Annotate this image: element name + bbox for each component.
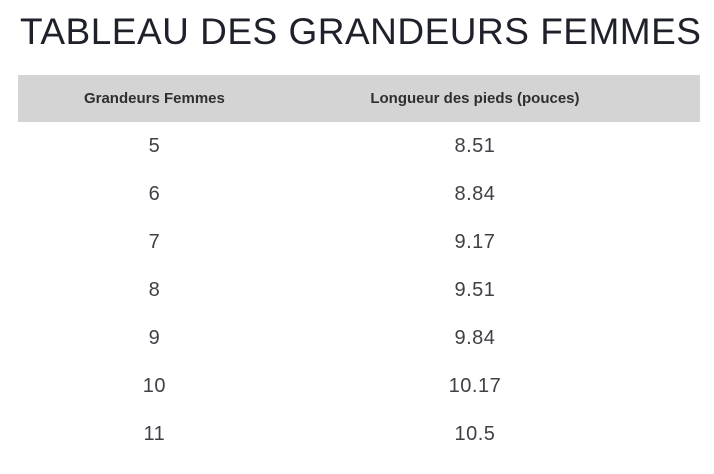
size-value: 9 xyxy=(148,326,161,349)
size-value: 11 xyxy=(143,422,166,445)
size-value: 5 xyxy=(148,134,161,157)
column-header-foot-length: Longueur des pieds (pouces) xyxy=(370,90,580,107)
table-row: 10 10.17 xyxy=(18,362,700,410)
size-value: 6 xyxy=(148,182,161,205)
length-value: 10.5 xyxy=(454,422,496,445)
size-value: 7 xyxy=(148,230,161,253)
table-row: 7 9.17 xyxy=(18,218,700,266)
length-value: 9.51 xyxy=(454,278,496,301)
length-value: 10.17 xyxy=(448,374,502,397)
size-table: Grandeurs Femmes Longueur des pieds (pou… xyxy=(18,75,700,458)
table-row: 8 9.51 xyxy=(18,266,700,314)
size-value: 10 xyxy=(142,374,167,397)
table-row: 9 9.84 xyxy=(18,314,700,362)
length-value: 8.51 xyxy=(454,134,496,157)
table-row: 5 8.51 xyxy=(18,122,700,170)
table-header-row: Grandeurs Femmes Longueur des pieds (pou… xyxy=(18,75,700,122)
table-row: 11 10.5 xyxy=(18,410,700,458)
length-value: 9.17 xyxy=(454,230,496,253)
table-row: 6 8.84 xyxy=(18,170,700,218)
length-value: 9.84 xyxy=(454,326,496,349)
length-value: 8.84 xyxy=(454,182,496,205)
column-header-sizes: Grandeurs Femmes xyxy=(83,90,225,107)
size-value: 8 xyxy=(148,278,161,301)
page-title: TABLEAU DES GRANDEURS FEMMES xyxy=(20,11,702,52)
